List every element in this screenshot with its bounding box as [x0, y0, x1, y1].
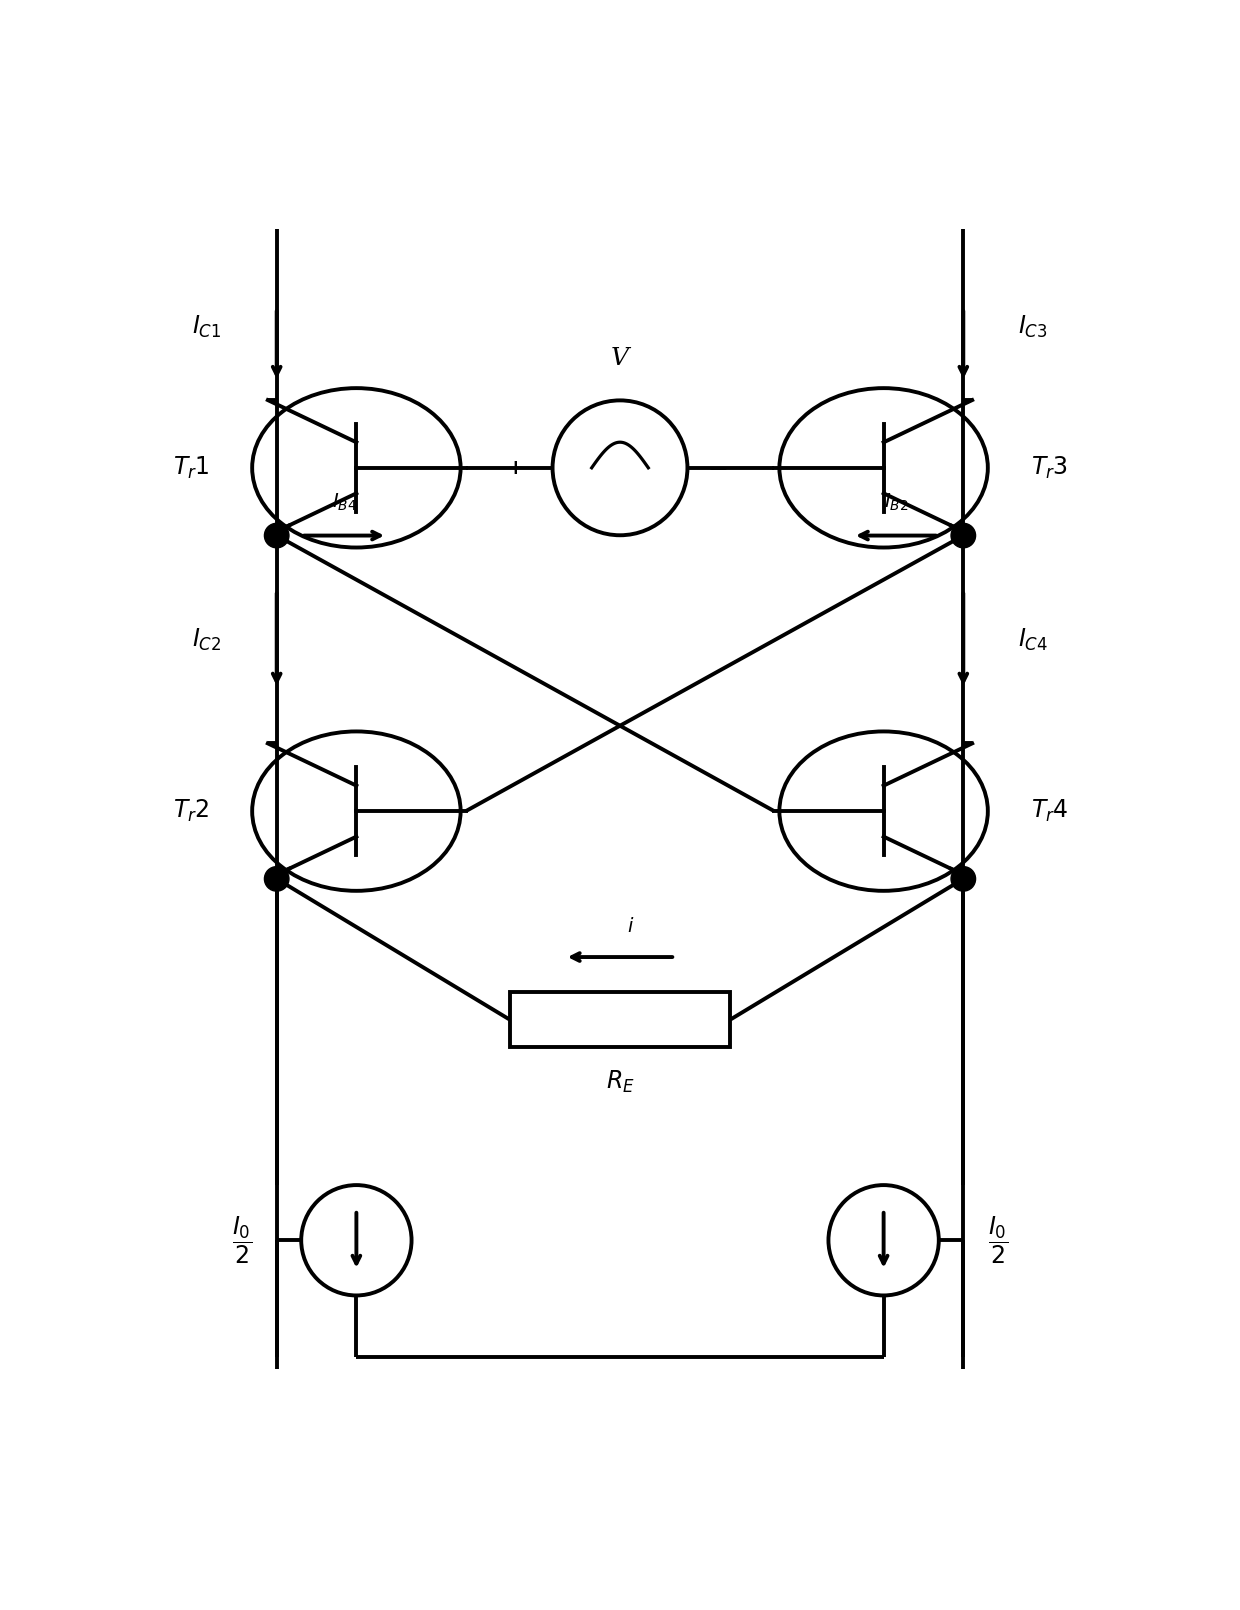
- Text: $T_r1$: $T_r1$: [172, 454, 210, 481]
- Circle shape: [264, 523, 289, 547]
- Text: $I_{C3}$: $I_{C3}$: [1018, 314, 1048, 340]
- Circle shape: [951, 523, 976, 547]
- Text: $I_{C2}$: $I_{C2}$: [192, 626, 222, 652]
- Text: $I_{B4}$: $I_{B4}$: [331, 493, 357, 514]
- Text: $R_E$: $R_E$: [605, 1069, 635, 1095]
- Text: V: V: [611, 346, 629, 370]
- Text: $\dfrac{I_0}{2}$: $\dfrac{I_0}{2}$: [988, 1214, 1008, 1265]
- Text: $\dfrac{I_0}{2}$: $\dfrac{I_0}{2}$: [232, 1214, 252, 1265]
- Text: $T_r3$: $T_r3$: [1030, 454, 1068, 481]
- Text: $i$: $i$: [627, 918, 635, 935]
- Text: $I_{C1}$: $I_{C1}$: [192, 314, 222, 340]
- Circle shape: [951, 866, 976, 890]
- Text: $T_r4$: $T_r4$: [1030, 799, 1069, 824]
- Text: $T_r2$: $T_r2$: [172, 799, 210, 824]
- Text: $I_{C4}$: $I_{C4}$: [1018, 626, 1049, 652]
- Text: −: −: [708, 456, 729, 480]
- Text: +: +: [507, 457, 525, 478]
- Bar: [510, 992, 730, 1046]
- Circle shape: [264, 866, 289, 890]
- Text: $I_{B2}$: $I_{B2}$: [884, 493, 908, 514]
